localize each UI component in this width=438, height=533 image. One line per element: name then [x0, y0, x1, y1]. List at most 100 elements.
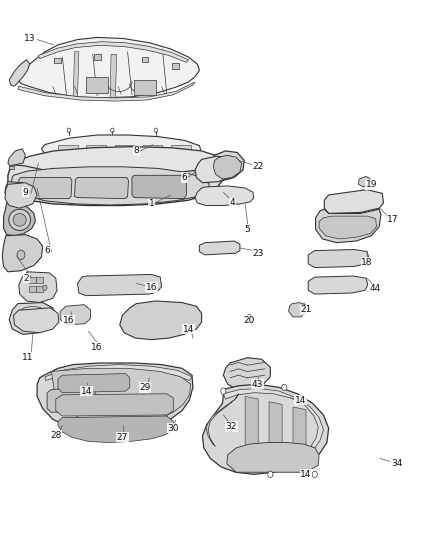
Polygon shape	[45, 365, 192, 381]
Text: 1: 1	[148, 199, 155, 208]
Polygon shape	[51, 368, 191, 426]
Polygon shape	[171, 144, 191, 158]
Polygon shape	[223, 358, 270, 390]
Text: 14: 14	[300, 470, 312, 479]
Text: 20: 20	[244, 316, 255, 325]
Polygon shape	[86, 77, 108, 93]
Polygon shape	[9, 166, 14, 169]
Ellipse shape	[268, 471, 273, 478]
Polygon shape	[8, 155, 226, 206]
Polygon shape	[9, 303, 56, 334]
Polygon shape	[11, 167, 209, 205]
Text: 29: 29	[139, 383, 151, 392]
Text: 11: 11	[22, 353, 33, 362]
Text: 14: 14	[295, 395, 307, 405]
Text: 6: 6	[181, 173, 187, 182]
Polygon shape	[58, 416, 175, 442]
Polygon shape	[18, 177, 72, 199]
Polygon shape	[172, 63, 179, 69]
Polygon shape	[73, 52, 79, 97]
Polygon shape	[36, 286, 43, 292]
Ellipse shape	[9, 209, 31, 230]
Polygon shape	[195, 186, 254, 206]
Polygon shape	[358, 176, 371, 187]
Polygon shape	[18, 82, 195, 101]
Text: 23: 23	[252, 249, 264, 258]
Text: 28: 28	[50, 431, 61, 440]
Text: 6: 6	[44, 246, 50, 255]
Ellipse shape	[13, 214, 26, 226]
Polygon shape	[223, 389, 323, 449]
Polygon shape	[47, 387, 95, 413]
Polygon shape	[8, 149, 25, 166]
Polygon shape	[94, 54, 101, 60]
Polygon shape	[293, 407, 306, 465]
Polygon shape	[308, 249, 369, 268]
Text: 9: 9	[22, 188, 28, 197]
Polygon shape	[143, 144, 162, 158]
Polygon shape	[58, 144, 78, 158]
Ellipse shape	[282, 384, 287, 391]
Polygon shape	[29, 286, 36, 292]
Polygon shape	[17, 37, 199, 98]
Polygon shape	[134, 80, 156, 95]
Text: 4: 4	[229, 198, 235, 207]
Text: 14: 14	[183, 325, 194, 334]
Text: 30: 30	[168, 424, 179, 433]
Polygon shape	[4, 203, 35, 236]
Polygon shape	[39, 42, 188, 62]
Polygon shape	[2, 235, 43, 272]
Polygon shape	[110, 54, 117, 98]
Ellipse shape	[221, 388, 226, 394]
Polygon shape	[289, 303, 306, 317]
Polygon shape	[195, 156, 236, 183]
Ellipse shape	[246, 315, 253, 322]
Text: 13: 13	[24, 34, 35, 43]
Polygon shape	[324, 190, 384, 214]
Text: 8: 8	[134, 147, 139, 156]
Text: 16: 16	[146, 283, 157, 292]
Polygon shape	[74, 177, 128, 199]
Text: 18: 18	[361, 258, 373, 266]
Polygon shape	[54, 58, 61, 63]
Text: 14: 14	[81, 386, 92, 395]
Polygon shape	[141, 57, 148, 62]
Ellipse shape	[43, 285, 47, 290]
Polygon shape	[19, 272, 57, 303]
Polygon shape	[78, 274, 162, 296]
Polygon shape	[29, 277, 36, 283]
Text: 34: 34	[391, 459, 402, 469]
Polygon shape	[120, 301, 201, 340]
Text: 17: 17	[387, 215, 399, 224]
Text: 21: 21	[300, 305, 312, 314]
Polygon shape	[60, 305, 91, 325]
Polygon shape	[86, 144, 106, 158]
Polygon shape	[319, 216, 377, 239]
Polygon shape	[36, 277, 43, 283]
Text: 5: 5	[244, 225, 250, 234]
Polygon shape	[206, 394, 239, 447]
Polygon shape	[5, 183, 37, 208]
Polygon shape	[316, 209, 381, 243]
Text: 43: 43	[251, 379, 263, 389]
Polygon shape	[115, 144, 134, 158]
Polygon shape	[14, 308, 59, 333]
Polygon shape	[11, 147, 218, 175]
Ellipse shape	[312, 471, 318, 478]
Text: 16: 16	[63, 316, 74, 325]
Polygon shape	[9, 60, 30, 86]
Polygon shape	[308, 276, 368, 294]
Polygon shape	[213, 155, 242, 179]
Polygon shape	[58, 374, 130, 393]
Polygon shape	[37, 363, 193, 433]
Text: 19: 19	[366, 180, 377, 189]
Text: 27: 27	[117, 433, 128, 442]
Text: 32: 32	[226, 422, 237, 431]
Polygon shape	[202, 384, 328, 474]
Polygon shape	[5, 182, 31, 202]
Polygon shape	[210, 151, 244, 181]
Polygon shape	[227, 442, 319, 472]
Polygon shape	[132, 175, 186, 199]
Polygon shape	[199, 241, 240, 255]
Text: 22: 22	[253, 163, 264, 171]
